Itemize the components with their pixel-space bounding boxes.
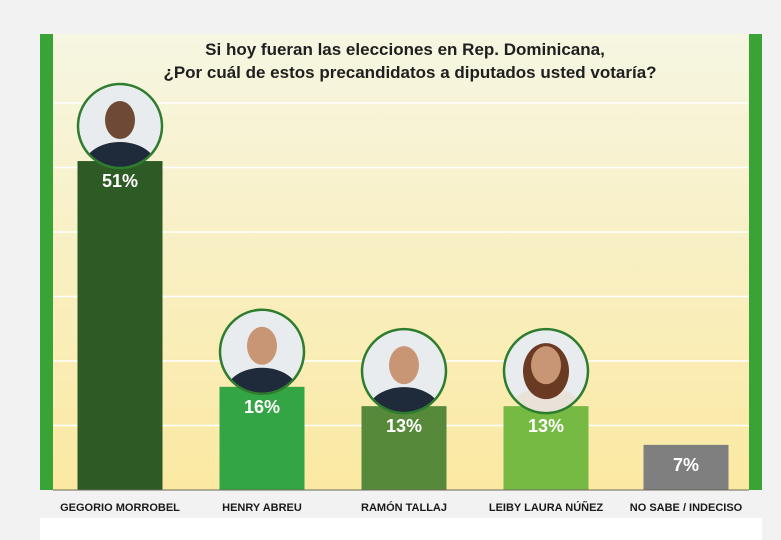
chart-title-line2: ¿Por cuál de estos precandidatos a diput… [163, 63, 656, 82]
value-label: 13% [386, 416, 422, 436]
value-label: 13% [528, 416, 564, 436]
bar [219, 386, 305, 490]
bar [77, 161, 163, 491]
category-labels: GEGORIO MORROBEL HENRY ABREU RAMÓN TALLAJ L… [60, 501, 743, 514]
value-label: 7% [673, 455, 699, 475]
left-green-frame [40, 34, 53, 490]
category-label: RAMÓN TALLAJ [361, 501, 447, 514]
person-photo-icon [502, 327, 590, 415]
bar [643, 444, 729, 490]
bar [361, 406, 447, 490]
person-photo-icon [76, 82, 164, 170]
category-label: GEGORIO MORROBEL [60, 502, 180, 514]
category-label: LEIBY LAURA NÚÑEZ [489, 501, 604, 514]
person-photo-icon [360, 327, 448, 415]
candidate-photos [76, 82, 590, 415]
value-label: 51% [102, 171, 138, 191]
right-green-frame [749, 34, 762, 490]
person-photo-icon [218, 308, 306, 396]
value-labels: 51% 16% 13% 13% 7% [102, 171, 699, 475]
bars-group [77, 161, 729, 491]
category-label: HENRY ABREU [222, 502, 302, 514]
bar [503, 406, 589, 490]
chart-title-line1: Si hoy fueran las elecciones en Rep. Dom… [205, 40, 605, 59]
category-label: NO SABE / INDECISO [630, 502, 743, 514]
bottom-white-strip [40, 518, 762, 540]
value-label: 16% [244, 397, 280, 417]
